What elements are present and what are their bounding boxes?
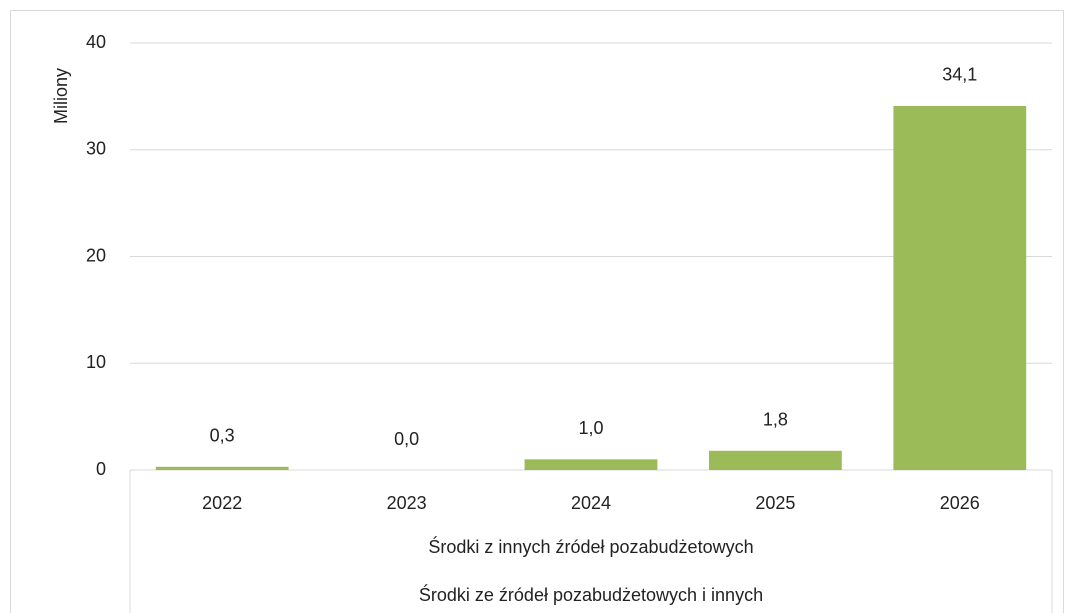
chart-border	[10, 10, 1064, 613]
x-tick-label: 2025	[755, 493, 795, 513]
x-tick-label: 2026	[940, 493, 980, 513]
bar	[893, 105, 1027, 471]
data-label: 0,0	[394, 429, 419, 449]
data-label: 34,1	[942, 65, 977, 85]
y-tick-label: 40	[86, 32, 106, 52]
x-tick-label: 2022	[202, 493, 242, 513]
y-tick-label: 30	[86, 139, 106, 159]
bar	[155, 466, 289, 470]
y-tick-label: 10	[86, 352, 106, 372]
category-group-label: Środki ze źródeł pozabudżetowych i innyc…	[419, 584, 763, 605]
data-label: 1,0	[578, 418, 603, 438]
bar	[524, 459, 658, 470]
y-axis-label: Miliony	[51, 68, 71, 124]
x-tick-label: 2024	[571, 493, 611, 513]
category-group-label: Środki z innych źródeł pozabudżetowych	[428, 536, 753, 557]
y-tick-label: 0	[96, 459, 106, 479]
bar	[709, 450, 842, 470]
x-tick-label: 2023	[387, 493, 427, 513]
data-label: 0,3	[210, 426, 235, 446]
data-label: 1,8	[763, 410, 788, 430]
y-tick-label: 20	[86, 245, 106, 265]
